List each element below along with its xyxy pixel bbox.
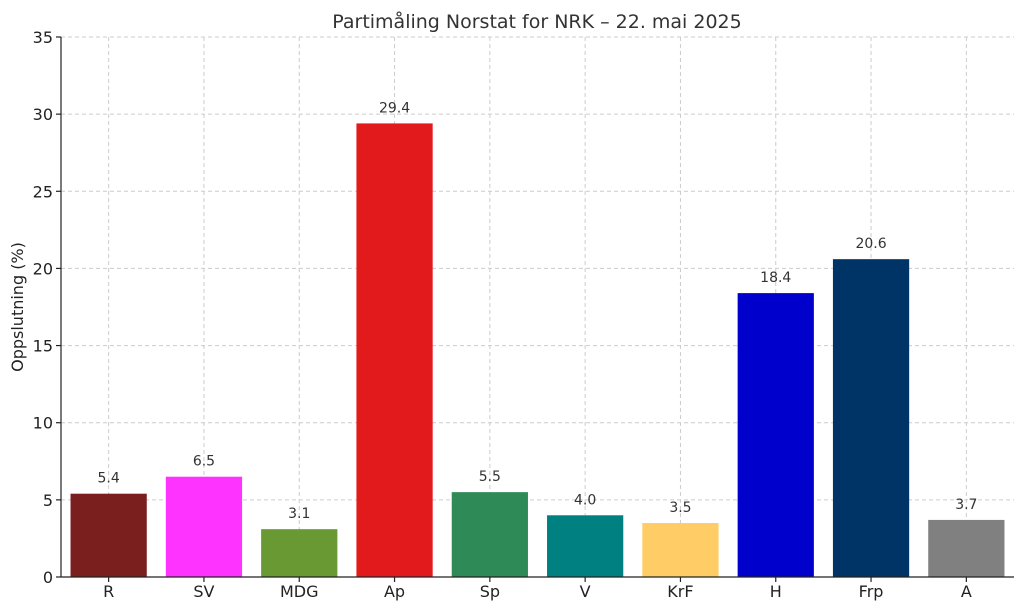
bar-h	[737, 293, 814, 577]
bar-r	[70, 493, 147, 577]
data-label: 5.5	[479, 469, 501, 485]
labels-layer: 0 5 10 15 20 25 30 35 5.4 R 6.5 SV 3.1 MDG 29.4 Ap 5.5 Sp…	[33, 28, 978, 601]
x-tick-label: R	[103, 582, 114, 601]
data-label: 29.4	[379, 100, 410, 116]
bar-mdg	[261, 529, 338, 577]
data-label: 18.4	[760, 270, 791, 286]
x-tick-label: Sp	[480, 582, 500, 601]
bar-sp	[451, 492, 528, 577]
x-tick-label: V	[580, 582, 591, 601]
bar-ap	[356, 123, 433, 578]
x-tick-label: H	[770, 582, 782, 601]
y-tick-label: 25	[33, 182, 53, 201]
x-tick-label: Frp	[859, 582, 884, 601]
data-label: 3.5	[669, 500, 691, 516]
y-tick-label: 0	[43, 568, 53, 587]
chart-title: Partimåling Norstat for NRK – 22. mai 20…	[332, 10, 741, 33]
bar-frp	[832, 259, 910, 577]
x-tick-label: SV	[193, 582, 214, 601]
bars-layer	[70, 123, 1005, 578]
x-tick-label: KrF	[667, 582, 693, 601]
x-tick-label: Ap	[384, 582, 405, 601]
bar-sv	[165, 476, 243, 577]
y-tick-label: 30	[33, 105, 53, 124]
data-label: 4.0	[574, 492, 596, 508]
y-tick-label: 35	[33, 28, 53, 47]
data-label: 3.7	[955, 497, 977, 513]
y-axis-label: Oppslutning (%)	[8, 242, 27, 372]
y-tick-label: 15	[33, 337, 53, 356]
y-tick-label: 5	[43, 491, 53, 510]
data-label: 6.5	[193, 454, 215, 470]
bar-a	[928, 519, 1005, 577]
x-tick-label: MDG	[280, 582, 319, 601]
bar-v	[547, 515, 624, 577]
data-label: 20.6	[855, 236, 886, 252]
x-tick-label: A	[961, 582, 972, 601]
data-label: 3.1	[288, 506, 310, 522]
axes-layer	[56, 36, 1014, 582]
y-tick-label: 20	[33, 259, 53, 278]
data-label: 5.4	[98, 471, 120, 487]
bar-krf	[642, 523, 719, 577]
y-tick-label: 10	[33, 414, 53, 433]
